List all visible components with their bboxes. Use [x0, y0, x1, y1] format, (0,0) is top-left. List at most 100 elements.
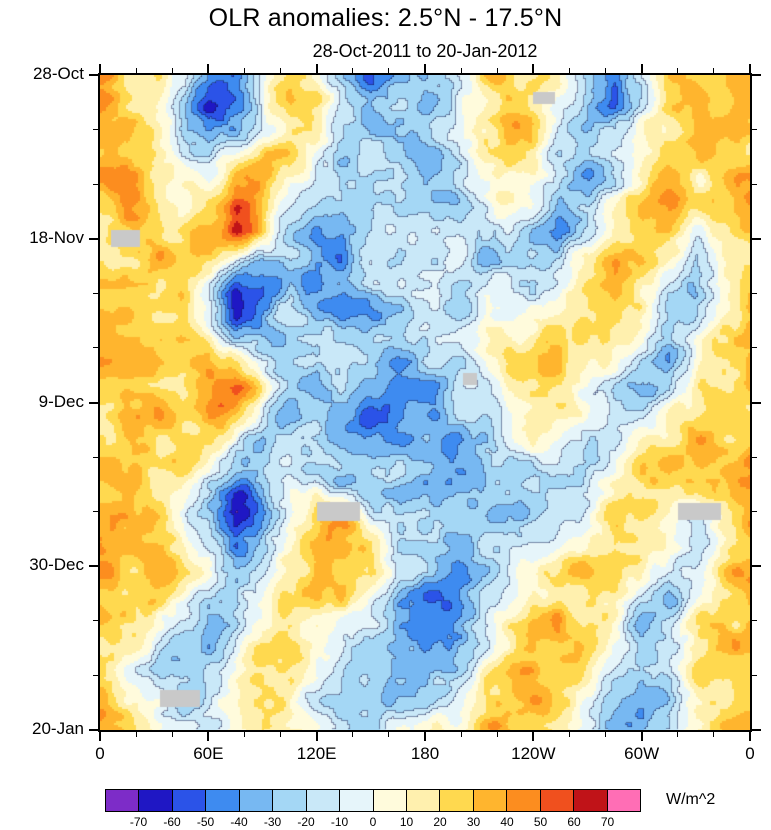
- colorbar-swatch: [406, 790, 441, 811]
- heatmap-canvas: [100, 75, 750, 730]
- colorbar-swatch: [440, 790, 474, 811]
- axis-tick: [568, 68, 570, 73]
- axis-tick: [93, 511, 98, 513]
- axis-tick: [752, 729, 761, 731]
- axis-tick: [93, 620, 98, 622]
- colorbar-swatch: [373, 790, 407, 811]
- axis-tick: [640, 732, 643, 741]
- axis-tick: [752, 74, 761, 76]
- axis-tick: [752, 620, 757, 622]
- x-tick-label: 60W: [624, 744, 660, 763]
- y-tick-label: 28-Oct: [32, 64, 84, 83]
- axis-tick: [171, 68, 173, 73]
- axis-tick: [713, 68, 715, 73]
- colorbar-tick-label: -40: [230, 815, 248, 829]
- axis-tick: [93, 183, 98, 185]
- axis-tick: [532, 64, 535, 73]
- colorbar-tick-label: -30: [263, 815, 282, 829]
- axis-tick: [171, 732, 173, 737]
- axis-tick: [99, 64, 101, 73]
- axis-tick: [89, 729, 98, 731]
- axis-tick: [752, 511, 757, 513]
- axis-tick: [352, 68, 354, 73]
- axis-tick: [135, 68, 137, 73]
- colorbar: [105, 789, 641, 812]
- axis-tick: [496, 732, 498, 737]
- chart-subtitle: 28-Oct-2011 to 20-Jan-2012: [312, 41, 538, 61]
- colorbar-swatch: [139, 790, 173, 811]
- axis-tick: [207, 64, 210, 73]
- axis-tick: [677, 68, 679, 73]
- colorbar-swatch: [607, 790, 640, 811]
- axis-tick: [207, 732, 210, 741]
- axis-tick: [424, 64, 426, 73]
- colorbar-swatch: [306, 790, 341, 811]
- colorbar-swatch: [273, 790, 307, 811]
- axis-tick: [496, 68, 498, 73]
- colorbar-tick-label: 50: [533, 815, 548, 829]
- colorbar-swatch: [106, 790, 140, 811]
- colorbar-tick-label: 60: [567, 815, 581, 829]
- axis-tick: [460, 732, 462, 737]
- axis-tick: [315, 64, 318, 73]
- axis-tick: [89, 401, 98, 404]
- colorbar-swatch: [473, 790, 508, 811]
- axis-tick: [677, 732, 679, 737]
- colorbar-swatch: [206, 790, 240, 811]
- colorbar-tick-label: 10: [399, 815, 414, 829]
- axis-tick: [752, 129, 757, 131]
- axis-tick: [752, 183, 757, 185]
- colorbar-swatch: [340, 790, 374, 811]
- axis-tick: [93, 129, 98, 131]
- y-tick-label: 18-Nov: [29, 227, 84, 247]
- axis-tick: [243, 68, 245, 73]
- plot-area: [98, 73, 752, 732]
- colorbar-tick-label: -60: [163, 815, 181, 829]
- axis-tick: [605, 68, 607, 73]
- colorbar-tick-label: -70: [129, 815, 148, 829]
- x-tick-label: 0: [95, 744, 105, 763]
- axis-tick: [93, 674, 98, 676]
- axis-tick: [93, 292, 98, 294]
- x-tick-label: 180: [410, 744, 440, 763]
- axis-tick: [752, 674, 757, 676]
- colorbar-tick-label: 0: [369, 815, 377, 829]
- axis-tick: [280, 68, 282, 73]
- colorbar-swatch: [507, 790, 541, 811]
- axis-tick: [93, 347, 98, 349]
- colorbar-swatch: [574, 790, 608, 811]
- axis-tick: [93, 456, 98, 458]
- axis-tick: [243, 732, 245, 737]
- axis-tick: [752, 237, 761, 240]
- y-tick-label: 30-Dec: [29, 555, 84, 575]
- axis-tick: [749, 732, 751, 741]
- y-tick-label: 20-Jan: [32, 719, 84, 738]
- axis-tick: [752, 565, 761, 568]
- axis-tick: [315, 732, 318, 741]
- axis-tick: [388, 732, 390, 737]
- axis-tick: [280, 732, 282, 737]
- axis-tick: [568, 732, 570, 737]
- colorbar-tick-label: -50: [196, 815, 215, 829]
- x-tick-label: 120E: [296, 744, 337, 763]
- colorbar-tick-label: -10: [330, 815, 349, 829]
- axis-tick: [752, 347, 757, 349]
- axis-tick: [89, 74, 98, 76]
- colorbar-swatch: [172, 790, 207, 811]
- axis-tick: [89, 565, 98, 568]
- axis-tick: [752, 292, 757, 294]
- chart-title: OLR anomalies: 2.5°N - 17.5°N: [208, 4, 563, 32]
- x-tick-label: 120W: [511, 744, 556, 763]
- axis-tick: [752, 456, 757, 458]
- axis-tick: [99, 732, 101, 741]
- axis-tick: [713, 732, 715, 737]
- colorbar-tick-label: 40: [500, 815, 514, 829]
- axis-tick: [460, 68, 462, 73]
- colorbar-units-label: W/m^2: [666, 791, 716, 808]
- x-tick-label: 60E: [193, 744, 224, 763]
- axis-tick: [352, 732, 354, 737]
- axis-tick: [388, 68, 390, 73]
- axis-tick: [532, 732, 535, 741]
- axis-tick: [89, 237, 98, 240]
